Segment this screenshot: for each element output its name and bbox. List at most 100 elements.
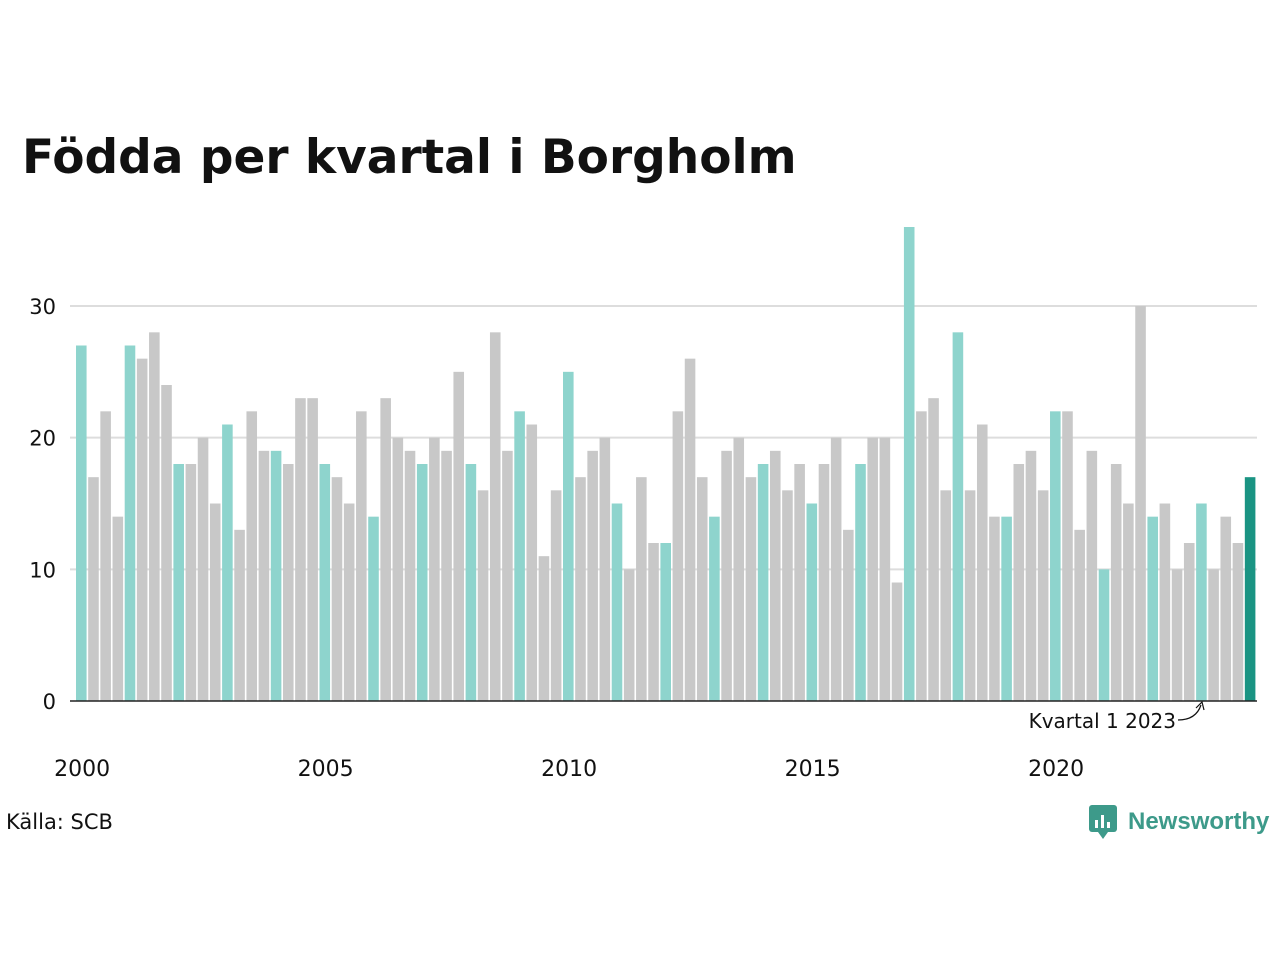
bar: 2003 K4: 19	[258, 450, 270, 701]
bar: 2021 K1: 10	[1098, 569, 1110, 701]
bars: 2000 K1: 272000 K2: 172000 K3: 222000 K4…	[76, 227, 1256, 701]
bar: 2009 K4: 16	[550, 490, 562, 701]
bar: 2007 K1: 18	[416, 464, 428, 701]
bar: 2011 K3: 17	[636, 477, 647, 701]
bar: 2008 K2: 16	[477, 490, 489, 701]
bar: 2000 K3: 22	[100, 411, 111, 701]
bar: 2004 K3: 23	[295, 398, 306, 701]
bar: 2017 K4: 16	[940, 490, 952, 701]
bar: 2013 K3: 20	[733, 437, 745, 701]
bar: 2007 K3: 19	[441, 450, 452, 701]
bar: 2012 K4: 17	[696, 477, 708, 701]
bar: 2014 K3: 16	[782, 490, 793, 701]
newsworthy-logo: Newsworthy	[1088, 804, 1269, 840]
bar: 2002 K2: 18	[185, 464, 197, 701]
bar: 2019 K4: 16	[1037, 490, 1049, 701]
bar: 2008 K3: 28	[489, 332, 501, 701]
bar: 2015 K3: 20	[830, 437, 842, 701]
y-tick-label: 20	[29, 427, 56, 451]
x-tick-label: 2000	[54, 757, 110, 782]
bar: 2002 K4: 15	[209, 503, 221, 701]
bar: 2005 K1: 18	[319, 464, 331, 701]
bar: 2011 K1: 15	[611, 503, 623, 701]
bar: 2016 K2: 20	[867, 437, 878, 701]
x-tick-label: 2010	[541, 757, 597, 782]
bar: 2006 K3: 20	[392, 437, 404, 701]
bar: 2019 K3: 19	[1025, 450, 1037, 701]
newsworthy-chart-bubble-icon	[1089, 805, 1117, 839]
bar: 2015 K2: 18	[818, 464, 830, 701]
bar: 2005 K2: 17	[331, 477, 343, 701]
bar: 2005 K4: 22	[356, 411, 367, 701]
annotation-arrowhead	[1195, 700, 1205, 711]
bar: 2021 K2: 18	[1110, 464, 1122, 701]
bar: 2016 K4: 9	[891, 582, 903, 701]
y-axis-ticks: 0 10 20 30	[29, 295, 56, 714]
bar: 2012 K1: 12	[660, 543, 671, 701]
bar: 2001 K3: 28	[149, 332, 160, 701]
bar: 2022 K3: 10	[1171, 569, 1183, 701]
bar: 2001 K1: 27	[124, 345, 136, 701]
bar: 2002 K1: 18	[173, 464, 184, 701]
bar: 2014 K4: 18	[794, 464, 805, 701]
bar: 2007 K2: 20	[429, 437, 440, 701]
bar: 2008 K1: 18	[465, 464, 477, 701]
bar: 2020 K2: 22	[1062, 411, 1073, 701]
bar: 2018 K2: 16	[964, 490, 976, 701]
annotation-arrow	[1177, 704, 1202, 721]
bar: undefined: 17	[1244, 477, 1256, 701]
bar: 2000 K1: 27	[76, 345, 87, 701]
bar: 2002 K3: 20	[197, 437, 209, 701]
bar: 2018 K3: 21	[976, 424, 988, 701]
y-tick-label: 0	[43, 690, 56, 714]
bar: 2006 K1: 14	[368, 516, 379, 701]
bar: 2003 K1: 21	[222, 424, 233, 701]
bar: 2020 K3: 13	[1074, 529, 1085, 701]
bar: 2012 K2: 22	[672, 411, 684, 701]
bar: 2021 K3: 15	[1123, 503, 1134, 701]
bar: 2015 K1: 15	[806, 503, 818, 701]
bar: 2018 K1: 28	[952, 332, 964, 701]
y-tick-label: 10	[29, 558, 56, 582]
bar: 2000 K4: 14	[112, 516, 124, 701]
bar: 2010 K4: 20	[599, 437, 611, 701]
bar: 2008 K4: 19	[502, 450, 513, 701]
bar: 2017 K2: 22	[916, 411, 927, 701]
bar: 2009 K2: 21	[526, 424, 538, 701]
bar: 2023 K1: 15	[1196, 503, 1207, 701]
bar: 2007 K4: 25	[453, 371, 465, 701]
bar: 2021 K4: 30	[1135, 306, 1146, 701]
bar: 2020 K1: 22	[1050, 411, 1061, 701]
x-tick-label: 2015	[785, 757, 841, 782]
bar: 2009 K1: 22	[514, 411, 525, 701]
x-tick-label: 2005	[298, 757, 354, 782]
bar: 2020 K4: 19	[1086, 450, 1098, 701]
bar: 2013 K1: 14	[709, 516, 720, 701]
x-axis-ticks: 2000 2005 2010 2015 2020	[54, 757, 1084, 782]
bar: 2004 K4: 23	[307, 398, 318, 701]
bar: undefined: 12	[1232, 543, 1244, 701]
y-tick-label: 30	[29, 295, 56, 319]
bar: 2015 K4: 13	[843, 529, 854, 701]
bar: undefined: 10	[1208, 569, 1219, 701]
bar: 2006 K2: 23	[380, 398, 391, 701]
bar: 2009 K3: 11	[538, 556, 550, 701]
annotation: Kvartal 1 2023	[1029, 700, 1205, 733]
bar: 2019 K2: 18	[1013, 464, 1025, 701]
bar: 2000 K2: 17	[88, 477, 99, 701]
bar: 2003 K2: 13	[234, 529, 245, 701]
bar: 2019 K1: 14	[1001, 516, 1012, 701]
bar: 2012 K3: 26	[684, 358, 696, 701]
bar: 2017 K3: 23	[928, 398, 939, 701]
chart-title: Födda per kvartal i Borgholm	[22, 130, 797, 185]
bar: 2011 K4: 12	[648, 543, 659, 701]
bar: 2001 K4: 24	[161, 385, 172, 701]
bar: 2004 K2: 18	[282, 464, 294, 701]
x-tick-label: 2020	[1028, 757, 1084, 782]
bar: 2010 K1: 25	[563, 371, 574, 701]
bar: undefined: 14	[1220, 516, 1232, 701]
bar: 2014 K2: 19	[769, 450, 781, 701]
bar: 2016 K3: 20	[879, 437, 891, 701]
logo-text: Newsworthy	[1128, 808, 1270, 835]
